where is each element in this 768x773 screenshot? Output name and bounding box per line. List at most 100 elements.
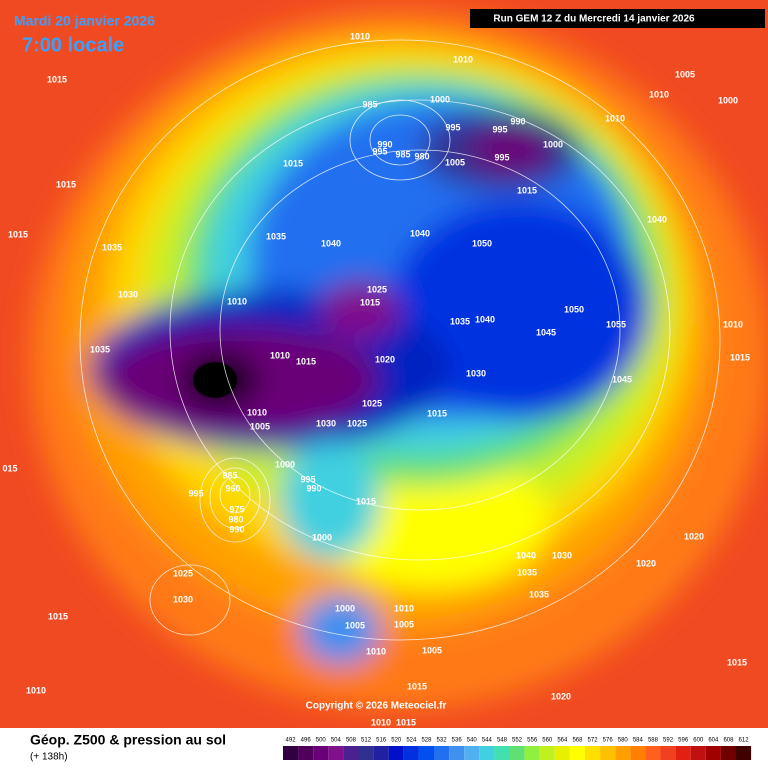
isobar-label: 1015 (517, 185, 537, 195)
colorbar-label: 576 (603, 738, 614, 744)
isobar-label: 1010 (247, 407, 267, 417)
colorbar-swatch (736, 746, 752, 760)
run-box (470, 9, 765, 28)
colorbar-swatch (464, 746, 480, 760)
colorbar-label: 608 (723, 738, 734, 744)
isobar-label: 1040 (410, 228, 430, 238)
colorbar-swatch (509, 746, 525, 760)
isobar-label: 1030 (173, 594, 193, 604)
colorbar-swatch (343, 746, 359, 760)
colorbar-swatch (449, 746, 465, 760)
copyright: Copyright © 2026 Meteociel.fr (306, 701, 447, 712)
time: 7:00 locale (22, 34, 124, 56)
colorbar-swatch (645, 746, 661, 760)
isobar-label: 1010 (366, 646, 386, 656)
colorbar-label: 600 (693, 738, 704, 744)
colorbar-swatch (615, 746, 631, 760)
isobar-label: 1045 (536, 327, 556, 337)
colorbar-label: 520 (391, 738, 402, 744)
isobar-label: 015 (2, 463, 17, 473)
colorbar-swatch (388, 746, 404, 760)
colorbar-label: 532 (437, 738, 448, 744)
colorbar-swatch (298, 746, 314, 760)
colorbar-label: 568 (572, 738, 583, 744)
isobar-label: 1010 (723, 319, 743, 329)
colorbar-label: 500 (316, 738, 327, 744)
isobar-label: 1010 (26, 685, 46, 695)
isobar-label: 1030 (466, 368, 486, 378)
colorbar-label: 556 (527, 738, 538, 744)
isobar-label: 995 (372, 146, 387, 156)
isobar-label: 985 (222, 470, 237, 480)
isobar-label: 1040 (475, 314, 495, 324)
isobar-label: 1050 (472, 238, 492, 248)
isobar-label: 1000 (543, 139, 563, 149)
isobar-label: 995 (492, 124, 507, 134)
isobar-label: 1000 (275, 459, 295, 469)
colorbar-swatch (675, 746, 691, 760)
colorbar-swatch (479, 746, 495, 760)
isobar-label: 1040 (321, 238, 341, 248)
isobar-label: 1035 (90, 344, 110, 354)
colorbar-label: 604 (708, 738, 719, 744)
isobar-label: 1015 (56, 179, 76, 189)
colorbar-swatch (313, 746, 329, 760)
colorbar: 492 496 500 504 508 512 516 520 524 528 532 536 540 5… (283, 738, 752, 760)
isobar-label: 1020 (684, 531, 704, 541)
footer-lead: (+ 138h) (30, 752, 68, 763)
isobar-label: 995 (445, 122, 460, 132)
isobar-label: 1005 (345, 620, 365, 630)
isobar-label: 1035 (102, 242, 122, 252)
colorbar-swatch (524, 746, 540, 760)
colorbar-label: 572 (588, 738, 599, 744)
colorbar-label: 536 (452, 738, 463, 744)
isobar-label: 1030 (118, 289, 138, 299)
isobar-label: 1045 (612, 374, 632, 384)
colorbar-swatch (418, 746, 434, 760)
isobar-label: 960 (225, 483, 240, 493)
isobar-label: 1000 (718, 95, 738, 105)
run-label: Run GEM 12 Z du Mercredi 14 janvier 2026 (493, 14, 695, 25)
colorbar-label: 580 (618, 738, 629, 744)
isobar-label: 980 (228, 514, 243, 524)
isobar-label: 1035 (266, 231, 286, 241)
colorbar-label: 504 (331, 738, 342, 744)
colorbar-swatch (660, 746, 676, 760)
isobar-label: 985 (395, 149, 410, 159)
colorbar-label: 524 (406, 738, 417, 744)
isobar-label: 1050 (564, 304, 584, 314)
colorbar-label: 560 (542, 738, 553, 744)
isobar-label: 1005 (394, 619, 414, 629)
colorbar-swatch (600, 746, 616, 760)
colorbar-label: 516 (376, 738, 387, 744)
colorbar-label: 564 (557, 738, 568, 744)
isobar-label: 1025 (173, 568, 193, 578)
colorbar-swatch (328, 746, 344, 760)
colorbar-swatch (690, 746, 706, 760)
isobar-label: 1020 (636, 558, 656, 568)
isobar-label: 1015 (283, 158, 303, 168)
isobar-label: 1015 (47, 74, 67, 84)
isobar-label: 1015 (427, 408, 447, 418)
colorbar-swatch (494, 746, 510, 760)
date: Mardi 20 janvier 2026 (14, 13, 155, 29)
isobar-label: 1015 (48, 611, 68, 621)
colorbar-swatch (705, 746, 721, 760)
colorbar-swatch (554, 746, 570, 760)
colorbar-label: 588 (648, 738, 659, 744)
isobar-label: 1040 (647, 214, 667, 224)
colorbar-label: 496 (301, 738, 312, 744)
colorbar-label: 584 (633, 738, 644, 744)
colorbar-label: 492 (286, 738, 297, 744)
isobar-label: 1025 (362, 398, 382, 408)
colorbar-label: 548 (497, 738, 508, 744)
isobar-label: 1010 (453, 54, 473, 64)
isobar-label: 1010 (371, 717, 391, 727)
isobar-label: 995 (300, 474, 315, 484)
isobar-label: 1000 (430, 94, 450, 104)
isobar-label: 1015 (356, 496, 376, 506)
isobar-label: 1005 (675, 69, 695, 79)
isobar-label: 1015 (8, 229, 28, 239)
isobar-label: 1005 (445, 157, 465, 167)
